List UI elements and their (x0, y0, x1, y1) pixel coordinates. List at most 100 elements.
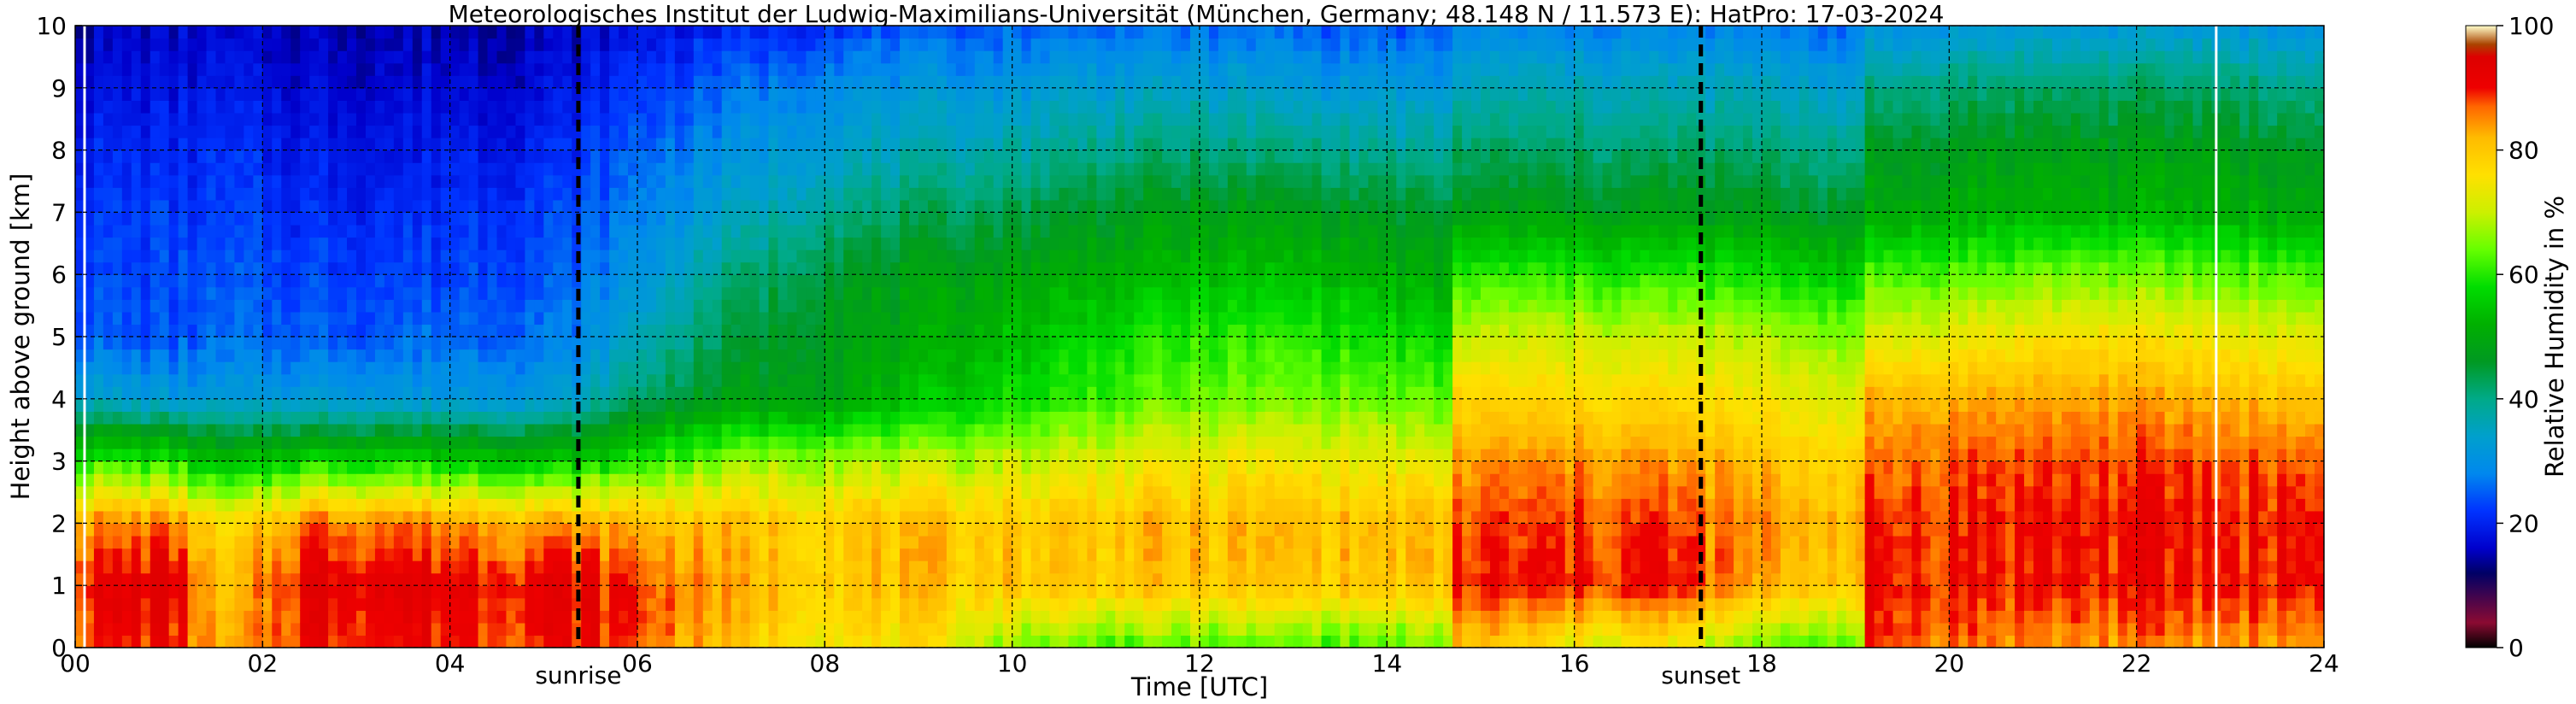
heatmap-cell (759, 535, 770, 549)
heatmap-cell (759, 237, 770, 250)
heatmap-cell (487, 286, 498, 300)
heatmap-cell (843, 286, 854, 300)
heatmap-cell (674, 461, 685, 474)
heatmap-cell (487, 485, 498, 499)
heatmap-cell (600, 237, 610, 250)
heatmap-cell (112, 411, 123, 425)
heatmap-cell (121, 373, 132, 387)
heatmap-cell (731, 162, 742, 176)
heatmap-cell (927, 498, 938, 512)
heatmap-cell (590, 174, 601, 188)
heatmap-cell (871, 548, 882, 561)
heatmap-cell (525, 75, 535, 89)
heatmap-cell (702, 398, 713, 412)
heatmap-cell (478, 597, 489, 611)
heatmap-cell (909, 535, 919, 549)
heatmap-cell (712, 162, 723, 176)
heatmap-cell (749, 597, 760, 611)
heatmap-cell (234, 398, 244, 412)
heatmap-cell (449, 62, 461, 76)
heatmap-cell (993, 349, 1004, 362)
heatmap-cell (431, 485, 442, 499)
heatmap-cell (834, 423, 844, 437)
heatmap-cell (347, 597, 357, 611)
heatmap-cell (918, 286, 929, 300)
heatmap-cell (871, 299, 882, 313)
heatmap-cell (112, 349, 123, 362)
heatmap-cell (384, 100, 395, 114)
heatmap-cell (253, 187, 263, 201)
heatmap-cell (674, 162, 685, 176)
heatmap-cell (721, 324, 732, 337)
heatmap-cell (655, 249, 666, 263)
heatmap-cell (468, 26, 479, 39)
heatmap-cell (440, 237, 451, 250)
heatmap-cell (75, 75, 85, 89)
heatmap-cell (459, 449, 470, 462)
heatmap-cell (319, 510, 329, 524)
heatmap-cell (1002, 199, 1013, 213)
heatmap-cell (721, 299, 732, 313)
heatmap-cell (628, 473, 638, 487)
heatmap-cell (553, 473, 563, 487)
heatmap-cell (496, 535, 508, 549)
heatmap-cell (881, 261, 891, 275)
heatmap-cell (600, 75, 610, 89)
heatmap-cell (187, 62, 198, 76)
heatmap-cell (796, 237, 807, 250)
heatmap-cell (927, 337, 938, 350)
heatmap-cell (974, 112, 985, 126)
heatmap-cell (309, 237, 320, 250)
heatmap-cell (871, 572, 882, 586)
heatmap-cell (609, 485, 619, 499)
heatmap-cell (777, 212, 789, 226)
heatmap-cell (815, 100, 825, 114)
heatmap-cell (374, 100, 385, 114)
heatmap-cell (787, 473, 798, 487)
heatmap-cell (1002, 150, 1013, 163)
heatmap-cell (834, 249, 844, 263)
heatmap-cell (619, 274, 629, 288)
heatmap-cell (965, 473, 976, 487)
heatmap-cell (356, 461, 367, 474)
heatmap-cell (197, 373, 208, 387)
heatmap-cell (150, 199, 161, 213)
heatmap-cell (496, 75, 508, 89)
heatmap-cell (215, 337, 226, 350)
heatmap-cell (440, 449, 451, 462)
heatmap-cell (843, 449, 854, 462)
heatmap-cell (637, 187, 648, 201)
heatmap-cell (674, 337, 685, 350)
heatmap-cell (824, 485, 835, 499)
heatmap-cell (281, 87, 291, 101)
heatmap-cell (75, 597, 85, 611)
heatmap-cell (468, 50, 479, 64)
heatmap-cell (646, 274, 657, 288)
heatmap-cell (777, 560, 789, 574)
heatmap-cell (478, 498, 489, 512)
heatmap-cell (515, 261, 525, 275)
heatmap-cell (749, 349, 760, 362)
heatmap-cell (206, 485, 217, 499)
heatmap-cell (693, 62, 704, 76)
heatmap-cell (487, 237, 498, 250)
heatmap-cell (225, 75, 236, 89)
heatmap-cell (581, 411, 591, 425)
heatmap-cell (871, 75, 882, 89)
heatmap-cell (712, 485, 723, 499)
heatmap-cell (590, 386, 601, 400)
heatmap-cell (290, 299, 301, 313)
heatmap-cell (909, 597, 919, 611)
heatmap-cell (787, 62, 798, 76)
heatmap-cell (721, 62, 732, 76)
heatmap-cell (197, 560, 208, 574)
heatmap-cell (319, 311, 329, 326)
heatmap-cell (965, 373, 976, 387)
heatmap-cell (806, 610, 816, 624)
heatmap-cell (150, 337, 161, 350)
heatmap-cell (600, 187, 610, 201)
heatmap-cell (421, 436, 432, 449)
heatmap-cell (150, 585, 161, 599)
heatmap-cell (300, 585, 310, 599)
heatmap-cell (506, 174, 517, 188)
